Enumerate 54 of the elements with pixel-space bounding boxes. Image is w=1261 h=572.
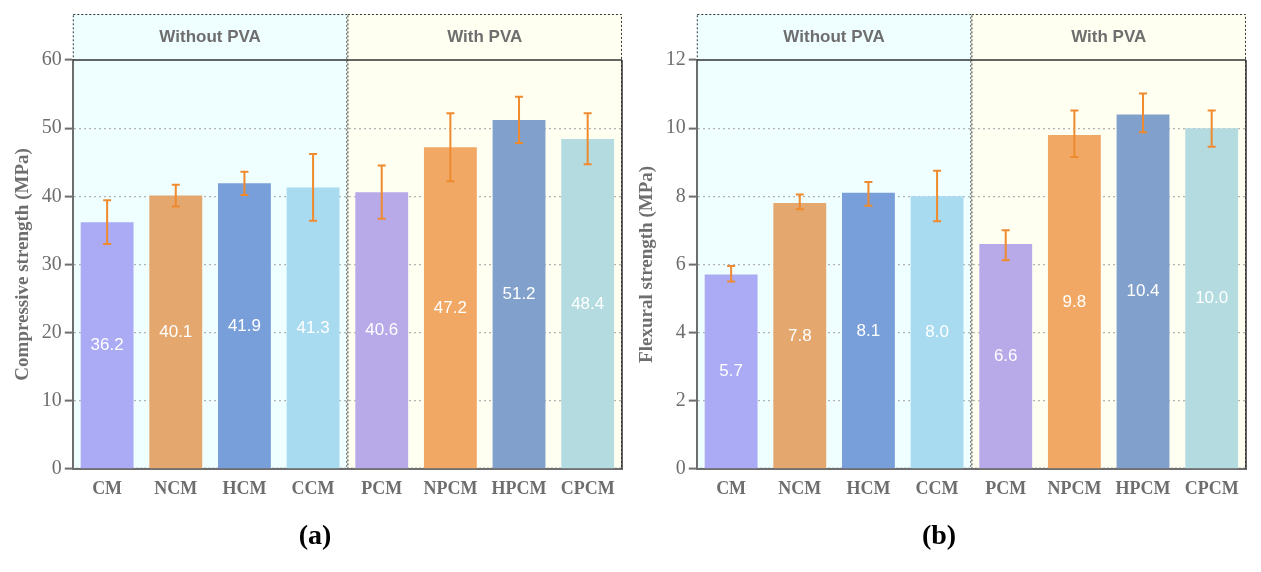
- data-label: 41.9: [227, 315, 261, 335]
- y-tick-label: 0: [675, 456, 686, 479]
- y-axis-title: Flexural strength (MPa): [635, 165, 658, 363]
- data-label: 10.0: [1195, 288, 1229, 308]
- data-label: 48.4: [571, 293, 605, 313]
- data-label: 41.3: [296, 317, 330, 337]
- band-label: With PVA: [1071, 26, 1147, 46]
- data-label: 10.4: [1126, 281, 1160, 301]
- x-tick-label: HPCM: [1115, 478, 1171, 499]
- data-label: 8.1: [856, 320, 881, 340]
- x-tick-label: CM: [716, 478, 747, 499]
- y-axis-title: Compressive strength (MPa): [11, 148, 34, 381]
- data-label: 36.2: [90, 335, 124, 355]
- data-label: 7.8: [787, 325, 812, 345]
- x-tick-label: NPCM: [423, 478, 478, 499]
- y-tick-label: 40: [41, 183, 62, 206]
- y-tick-label: 30: [41, 251, 62, 274]
- x-tick-label: PCM: [361, 478, 403, 499]
- y-tick-label: 50: [41, 115, 62, 138]
- y-tick-label: 10: [665, 115, 686, 138]
- data-label: 8.0: [925, 322, 949, 342]
- data-label: 40.6: [365, 320, 399, 340]
- x-tick-label: CCM: [291, 478, 335, 499]
- y-tick-label: 12: [665, 47, 686, 70]
- x-tick-label: CPCM: [1184, 478, 1239, 499]
- y-tick-label: 60: [41, 47, 62, 70]
- x-tick-label: CM: [92, 478, 123, 499]
- x-tick-label: NCM: [154, 478, 198, 499]
- y-tick-label: 6: [675, 251, 686, 274]
- x-tick-label: HPCM: [491, 478, 547, 499]
- y-tick-label: 0: [51, 456, 62, 479]
- data-label: 51.2: [502, 284, 536, 304]
- y-tick-label: 8: [675, 183, 686, 206]
- y-tick-label: 20: [41, 319, 62, 342]
- data-label: 6.6: [993, 346, 1018, 366]
- data-label: 9.8: [1062, 291, 1087, 311]
- y-tick-label: 4: [675, 319, 686, 342]
- x-tick-label: CCM: [915, 478, 959, 499]
- x-tick-label: HCM: [222, 478, 267, 499]
- band-label: Without PVA: [159, 26, 261, 46]
- text: (a): [298, 519, 332, 551]
- x-tick-label: PCM: [985, 478, 1027, 499]
- x-tick-label: NPCM: [1047, 478, 1102, 499]
- text: (b): [921, 519, 957, 551]
- data-label: 5.7: [719, 361, 743, 381]
- x-tick-label: NCM: [778, 478, 822, 499]
- y-tick-label: 2: [675, 387, 686, 410]
- x-tick-label: HCM: [846, 478, 891, 499]
- band-label: Without PVA: [783, 26, 885, 46]
- band-label: With PVA: [447, 26, 523, 46]
- data-label: 47.2: [433, 297, 467, 317]
- y-tick-label: 10: [41, 387, 62, 410]
- data-label: 40.1: [159, 321, 193, 341]
- x-tick-label: CPCM: [560, 478, 615, 499]
